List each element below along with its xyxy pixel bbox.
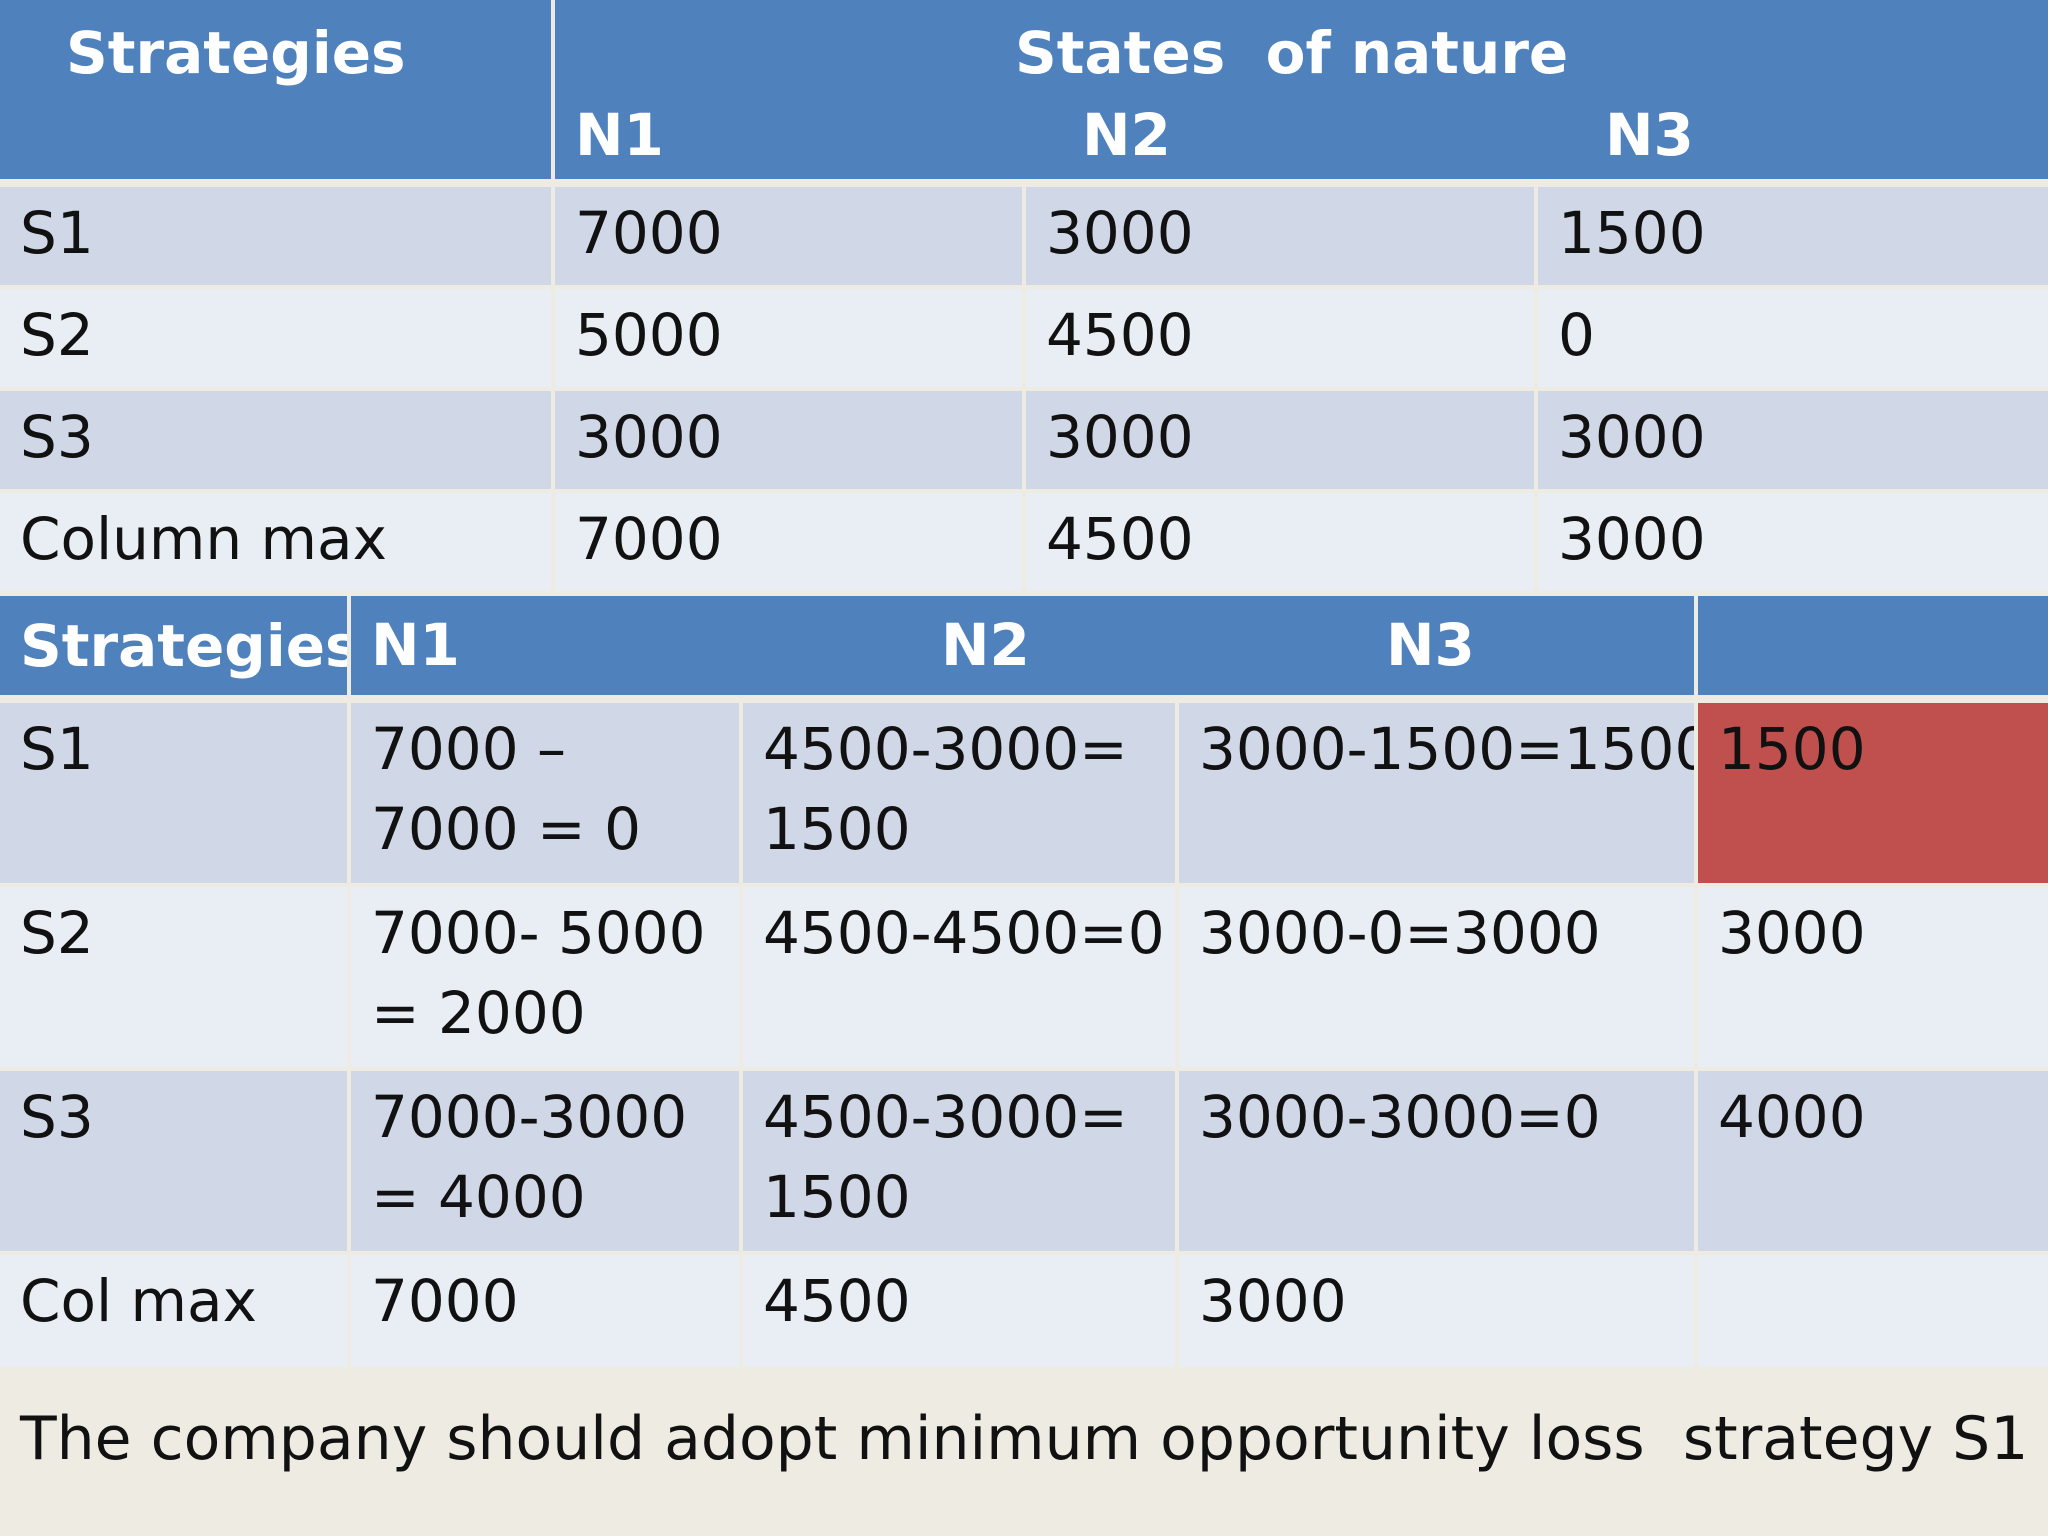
table1-row-s1-label: S1 [0,187,551,285]
table2-row-s2-label: S2 [0,887,347,1067]
table1-row-colmax-n2: 4500 [1026,493,1534,591]
table1-row-s2-n3: 0 [1538,289,2048,387]
table1-row-colmax-label: Column max [0,493,551,591]
table2-row-s2-n2: 4500-4500=0 [743,887,1175,1067]
table2-row-colmax-n2: 4500 [743,1255,1175,1367]
table2-row-s1-n2: 4500-3000= 1500 [743,703,1175,883]
table2-row-s3-n2: 4500-3000= 1500 [743,1071,1175,1251]
table1-row-colmax-n3: 3000 [1538,493,2048,591]
table2-row-colmax-n3: 3000 [1179,1255,1694,1367]
table1-header-strategies: Strategies [66,19,406,87]
table1-row-s1-n3: 1500 [1538,187,2048,285]
table1-row-s3-label: S3 [0,391,551,489]
table2-row-s3-n3: 3000-3000=0 [1179,1071,1694,1251]
table2-header-max [1698,596,2048,695]
table1-row-s2-n1: 5000 [555,289,1022,387]
table1-header-strategies-cell: Strategies [0,0,551,179]
table2-row-s1-n3: 3000-1500=1500 [1179,703,1694,883]
table2-row-colmax-max [1698,1255,2048,1367]
table2-row-colmax-n1: 7000 [351,1255,739,1367]
table1-header-n3: N3 [1605,101,1694,169]
table1-row-colmax-n1: 7000 [555,493,1022,591]
table2-header-n1: N1 [371,611,460,679]
table1-row-s2-n2: 4500 [1026,289,1534,387]
table1-row-s3-n1: 3000 [555,391,1022,489]
table1-header-states-of-nature: States of nature [1015,19,1569,87]
table2-row-s2-max: 3000 [1698,887,2048,1067]
table2-row-s1-max-highlight: 1500 [1698,703,2048,883]
table1-row-s2-label: S2 [0,289,551,387]
table1-row-s1-n1: 7000 [555,187,1022,285]
table2-header-strategies: Strategies [0,596,347,695]
table2-row-s2-n1: 7000- 5000 = 2000 [351,887,739,1067]
table2-header-span: N1 N2 N3 [351,596,1694,695]
table2-row-s3-max: 4000 [1698,1071,2048,1251]
table1-header-n1: N1 [575,101,664,169]
table2-row-s1-n1: 7000 – 7000 = 0 [351,703,739,883]
table2-header-n3: N3 [1386,611,1475,679]
table2-row-s1-label: S1 [0,703,347,883]
table1-header-n2: N2 [1082,101,1171,169]
conclusion-text: The company should adopt minimum opportu… [20,1404,2029,1474]
table2-header-n2: N2 [941,611,1030,679]
table1-header-states-cell: States of nature N1 N2 N3 [555,0,2048,179]
table2-row-s2-n3: 3000-0=3000 [1179,887,1694,1067]
table1-row-s1-n2: 3000 [1026,187,1534,285]
table1-row-s3-n3: 3000 [1538,391,2048,489]
table2-row-colmax-label: Col max [0,1255,347,1367]
table1-row-s3-n2: 3000 [1026,391,1534,489]
table2-row-s3-label: S3 [0,1071,347,1251]
table2-row-s3-n1: 7000-3000 = 4000 [351,1071,739,1251]
